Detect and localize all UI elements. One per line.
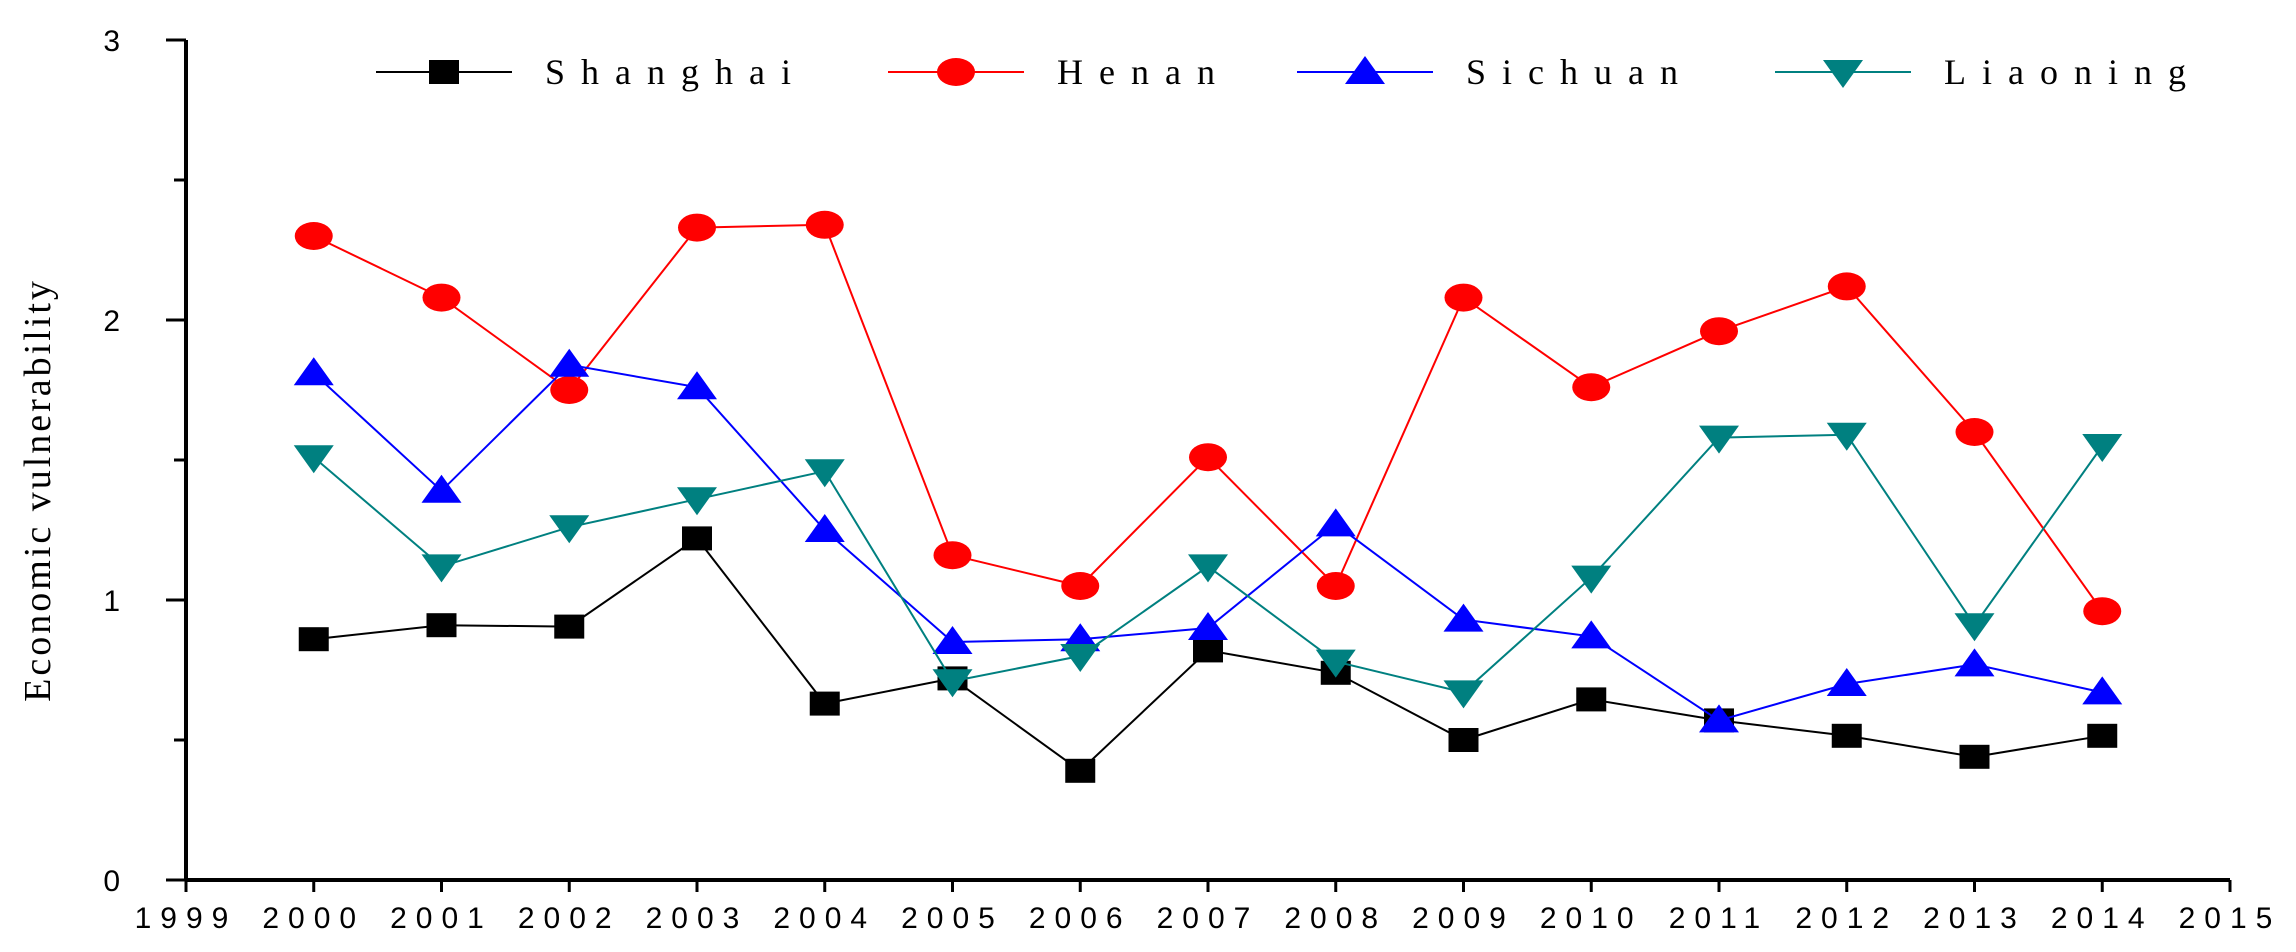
data-point-shanghai xyxy=(1959,744,1990,769)
x-tick-label: 2007 xyxy=(1157,902,1260,935)
x-tick-label: 2013 xyxy=(1923,902,2026,935)
data-point-sichuan xyxy=(1443,603,1484,632)
data-point-liaoning xyxy=(1188,554,1228,583)
legend-marker-sichuan xyxy=(1345,56,1385,84)
legend-label-henan: Henan xyxy=(1057,52,1231,92)
data-point-henan xyxy=(422,283,461,312)
legend-item-henan: Henan xyxy=(888,52,1231,92)
legend: Shanghai Henan Sichuan Liaoning xyxy=(376,52,2202,92)
x-tick-label: 2005 xyxy=(901,902,1004,935)
legend-marker-shanghai xyxy=(429,60,459,84)
data-point-henan xyxy=(1700,317,1738,346)
x-tick-label: 2012 xyxy=(1795,902,1898,935)
data-point-shanghai xyxy=(298,627,329,652)
legend-label-liaoning: Liaoning xyxy=(1944,52,2202,92)
axes: 1999 2000 2001 2002 2003 2004 2005 2006 2007 2008… xyxy=(103,25,2282,935)
legend-item-liaoning: Liaoning xyxy=(1775,52,2202,92)
y-tick-label: 0 xyxy=(103,865,120,898)
series-line-sichuan xyxy=(313,363,2103,722)
legend-marker-liaoning xyxy=(1823,60,1863,88)
data-point-sichuan xyxy=(421,474,462,503)
data-point-henan xyxy=(1316,572,1355,600)
data-point-sichuan xyxy=(804,514,845,542)
data-point-liaoning xyxy=(677,487,717,516)
x-tick-label: 2000 xyxy=(262,902,365,935)
x-tick-label: 2015 xyxy=(2179,902,2282,935)
data-point-sichuan xyxy=(1188,612,1228,640)
x-tick-label: 2004 xyxy=(773,902,876,935)
data-point-sichuan xyxy=(677,371,717,400)
x-tick-label: 2006 xyxy=(1029,902,1132,935)
data-point-henan xyxy=(294,222,333,250)
x-tick-label: 2008 xyxy=(1284,902,1387,935)
data-point-shanghai xyxy=(2087,723,2118,748)
x-tick-label: 2014 xyxy=(2051,902,2154,935)
data-point-henan xyxy=(678,213,716,242)
data-point-sichuan xyxy=(293,357,334,386)
data-point-liaoning xyxy=(549,515,590,544)
series-liaoning xyxy=(293,422,2123,709)
data-point-henan xyxy=(550,376,589,404)
data-point-henan xyxy=(1572,373,1611,402)
x-tick-label: 1999 xyxy=(135,902,238,935)
legend-label-sichuan: Sichuan xyxy=(1466,52,1694,92)
data-point-henan xyxy=(1061,572,1100,600)
legend-label-shanghai: Shanghai xyxy=(545,52,807,92)
data-point-henan xyxy=(933,541,972,570)
data-point-sichuan xyxy=(1699,704,1739,733)
data-point-sichuan xyxy=(549,348,590,377)
series-layer xyxy=(293,210,2123,783)
data-point-henan xyxy=(2083,597,2122,626)
legend-item-shanghai: Shanghai xyxy=(376,52,807,92)
data-point-shanghai xyxy=(682,526,712,551)
data-point-henan xyxy=(1189,443,1227,472)
data-point-shanghai xyxy=(1448,728,1479,752)
data-point-liaoning xyxy=(1954,613,1995,642)
series-henan xyxy=(294,210,2122,626)
y-axis-label: Economic vulnerability xyxy=(17,278,59,702)
y-tick-label: 1 xyxy=(103,585,120,618)
x-tick-label: 2011 xyxy=(1669,902,1770,935)
data-point-liaoning xyxy=(421,554,462,583)
data-point-shanghai xyxy=(1065,758,1096,783)
data-point-liaoning xyxy=(804,459,845,488)
data-point-sichuan xyxy=(1571,620,1612,649)
data-point-sichuan xyxy=(1826,668,1867,696)
data-point-liaoning xyxy=(2082,434,2123,462)
data-point-henan xyxy=(1444,283,1483,312)
data-point-henan xyxy=(1827,272,1866,301)
x-tick-label: 2001 xyxy=(390,902,493,935)
x-tick-label: 2003 xyxy=(646,902,749,935)
data-point-liaoning xyxy=(293,445,334,474)
data-point-sichuan xyxy=(1315,508,1356,537)
y-tick-label: 2 xyxy=(103,305,120,338)
data-point-shanghai xyxy=(1576,687,1607,712)
data-point-shanghai xyxy=(1831,723,1862,748)
x-tick-label: 2010 xyxy=(1540,902,1643,935)
data-point-liaoning xyxy=(1443,680,1484,709)
data-point-liaoning xyxy=(1060,644,1101,672)
legend-item-sichuan: Sichuan xyxy=(1297,52,1694,92)
y-tick-label: 3 xyxy=(103,25,120,58)
data-point-liaoning xyxy=(1571,565,1612,594)
data-point-shanghai xyxy=(1193,638,1223,663)
data-point-liaoning xyxy=(1826,422,1867,451)
data-point-liaoning xyxy=(1699,425,1739,454)
data-point-sichuan xyxy=(932,626,973,654)
x-tick-label: 2009 xyxy=(1412,902,1515,935)
data-point-shanghai xyxy=(809,691,840,716)
data-point-liaoning xyxy=(1315,649,1356,678)
data-point-sichuan xyxy=(1954,648,1995,677)
data-point-henan xyxy=(805,210,844,239)
x-tick-label: 2002 xyxy=(518,902,621,935)
data-point-sichuan xyxy=(2082,676,2123,705)
data-point-liaoning xyxy=(932,669,973,698)
data-point-shanghai xyxy=(554,614,585,639)
data-point-shanghai xyxy=(426,613,457,638)
legend-marker-henan xyxy=(937,58,975,86)
data-point-henan xyxy=(1955,418,1994,446)
